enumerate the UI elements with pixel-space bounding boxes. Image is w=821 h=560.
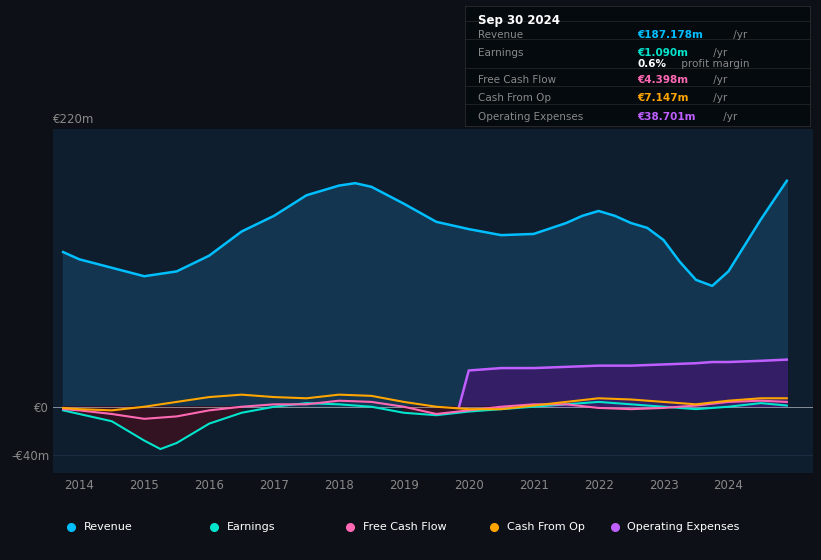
Text: Earnings: Earnings	[227, 522, 276, 533]
Text: /yr: /yr	[730, 30, 747, 40]
Text: Free Cash Flow: Free Cash Flow	[479, 76, 557, 86]
Text: Revenue: Revenue	[84, 522, 132, 533]
Text: Operating Expenses: Operating Expenses	[627, 522, 740, 533]
Text: €38.701m: €38.701m	[637, 111, 695, 122]
Text: Sep 30 2024: Sep 30 2024	[479, 14, 561, 27]
Text: /yr: /yr	[709, 94, 727, 104]
Text: Earnings: Earnings	[479, 48, 524, 58]
Text: Operating Expenses: Operating Expenses	[479, 111, 584, 122]
Text: €1.090m: €1.090m	[637, 48, 688, 58]
Text: /yr: /yr	[709, 76, 727, 86]
Text: Revenue: Revenue	[479, 30, 524, 40]
Text: Cash From Op: Cash From Op	[507, 522, 585, 533]
Text: €187.178m: €187.178m	[637, 30, 703, 40]
Text: Free Cash Flow: Free Cash Flow	[363, 522, 447, 533]
Text: €4.398m: €4.398m	[637, 76, 688, 86]
Text: €7.147m: €7.147m	[637, 94, 689, 104]
Text: €220m: €220m	[53, 113, 94, 126]
Text: /yr: /yr	[709, 48, 727, 58]
Text: Cash From Op: Cash From Op	[479, 94, 552, 104]
Text: profit margin: profit margin	[678, 59, 750, 68]
Text: 0.6%: 0.6%	[637, 59, 666, 68]
Text: /yr: /yr	[720, 111, 737, 122]
